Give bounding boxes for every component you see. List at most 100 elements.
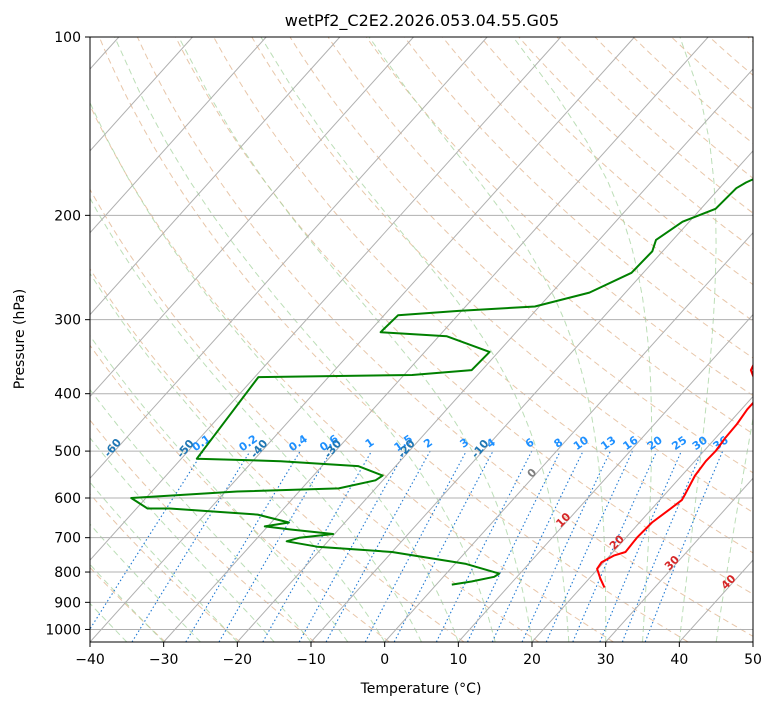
- mixing-ratio-line: [621, 450, 703, 642]
- mixing-ratio-line: [491, 450, 584, 642]
- mixing-ratio-label: 2: [421, 436, 435, 451]
- plot-frame: [89, 36, 754, 643]
- isotherm: [384, 231, 753, 642]
- moist-adiabat: [90, 101, 459, 642]
- mixing-ratio-line: [545, 450, 633, 642]
- y-tick-label: 900: [54, 595, 81, 611]
- isotherm: [310, 150, 753, 642]
- dewpoint-line: [130, 178, 753, 586]
- isotherm-grid: [90, 37, 753, 642]
- y-axis: 100 200 300 400 500 600 700 800 900 1000: [45, 30, 90, 638]
- mixing-ratio-line: [298, 450, 406, 642]
- temperature-line: [596, 363, 753, 589]
- y-tick-label: 1000: [45, 622, 81, 638]
- x-axis: −40 −30 −20 −10 0 10 20 30 40 50: [75, 642, 762, 668]
- mixing-ratio-line: [325, 450, 431, 642]
- isotherm: [678, 559, 753, 642]
- dry-adiabat: [709, 37, 753, 76]
- dry-adiabat: [556, 37, 753, 214]
- x-tick-label: 50: [744, 652, 762, 668]
- isotherm: [90, 37, 341, 316]
- moist-adiabat: [90, 523, 201, 642]
- mixing-ratio-line: [521, 450, 611, 642]
- isotherm: [90, 37, 488, 480]
- y-tick-label: 600: [54, 491, 81, 507]
- dry-adiabat: [98, 37, 689, 642]
- moist-adiabat: [752, 639, 753, 642]
- dry-adiabat: [289, 37, 753, 474]
- isotherm: [163, 37, 709, 642]
- isotherm: [531, 395, 753, 642]
- sounding-series: [130, 178, 753, 589]
- x-tick-label: −40: [75, 652, 105, 668]
- mixing-ratio-label: 13: [598, 434, 618, 453]
- y-tick-label: 400: [54, 387, 81, 403]
- mixing-ratio-line: [393, 450, 494, 642]
- isotherm: [752, 641, 753, 642]
- dry-adiabat: [90, 188, 540, 642]
- dry-adiabat: [90, 419, 316, 642]
- dry-adiabats: [90, 37, 753, 642]
- moist-adiabat: [90, 272, 386, 642]
- mixing-ratio-line: [364, 450, 467, 642]
- x-tick-label: −10: [296, 652, 326, 668]
- mixing-ratio-line: [90, 450, 204, 631]
- moist-adiabat-label: 10: [553, 510, 573, 530]
- isotherm: [90, 37, 635, 642]
- moist-adiabat: [715, 416, 753, 642]
- dry-adiabat: [632, 37, 753, 145]
- mixing-ratio-line: [262, 450, 373, 642]
- moist-adiabats: [90, 37, 753, 642]
- dry-adiabat: [518, 37, 753, 250]
- mixing-ratio-line: [185, 450, 301, 642]
- x-tick-label: 10: [449, 652, 467, 668]
- y-tick-label: 200: [54, 208, 81, 224]
- mixing-ratio-label: 25: [669, 433, 689, 452]
- moist-adiabat: [90, 481, 238, 642]
- isotherm: [90, 37, 267, 234]
- moist-adiabat: [260, 37, 570, 642]
- dry-adiabat: [747, 37, 753, 43]
- chart-title: wetPf2_C2E2.2026.053.04.55.G05: [285, 11, 559, 31]
- isotherm: [90, 37, 414, 398]
- moist-adiabat: [678, 37, 717, 642]
- dry-adiabat: [90, 493, 241, 642]
- mixing-ratio-line: [644, 450, 724, 642]
- mixing-ratio-line: [218, 450, 332, 642]
- moist-adiabat: [90, 388, 312, 642]
- dry-adiabat: [90, 104, 614, 642]
- mixing-ratio-line: [467, 450, 561, 642]
- isotherm: [90, 37, 193, 152]
- x-axis-label: Temperature (°C): [360, 681, 482, 697]
- y-axis-label: Pressure (hPa): [12, 289, 28, 389]
- dry-adiabat: [327, 37, 753, 435]
- isotherm: [90, 37, 562, 561]
- isotherm: [457, 313, 753, 642]
- moist-adiabat: [90, 437, 275, 642]
- mixing-ratio-label: 3: [457, 436, 471, 451]
- dry-adiabat: [594, 37, 753, 179]
- moist-adiabat: [90, 197, 422, 642]
- dry-adiabat: [90, 267, 465, 642]
- isobar-grid: [90, 37, 753, 630]
- dry-adiabat: [442, 37, 753, 322]
- mixing-ratio-lines: [90, 450, 724, 642]
- mixing-ratio-label: 10: [571, 433, 591, 453]
- moist-adiabat: [512, 37, 653, 642]
- plot-area: 0.10.20.40.611.52346810131620253036-100-…: [90, 37, 753, 642]
- x-tick-label: 0: [380, 652, 389, 668]
- isotherm: [605, 477, 753, 642]
- moist-adiabat: [90, 334, 349, 642]
- mixing-ratio-line: [599, 450, 682, 642]
- x-tick-label: −30: [149, 652, 179, 668]
- mixing-ratio-label: 30: [690, 433, 710, 453]
- y-tick-label: 500: [54, 444, 81, 460]
- y-tick-label: 300: [54, 313, 81, 329]
- y-tick-label: 700: [54, 531, 81, 547]
- dry-adiabat: [480, 37, 753, 286]
- dry-adiabat: [365, 37, 753, 397]
- dry-adiabat: [251, 37, 753, 513]
- moist-adiabat-label: 20: [607, 532, 627, 552]
- moist-adiabat: [368, 37, 607, 642]
